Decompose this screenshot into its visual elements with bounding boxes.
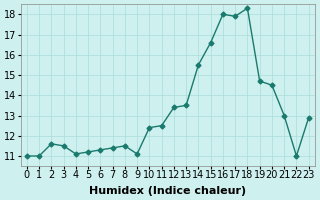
X-axis label: Humidex (Indice chaleur): Humidex (Indice chaleur) [89, 186, 246, 196]
